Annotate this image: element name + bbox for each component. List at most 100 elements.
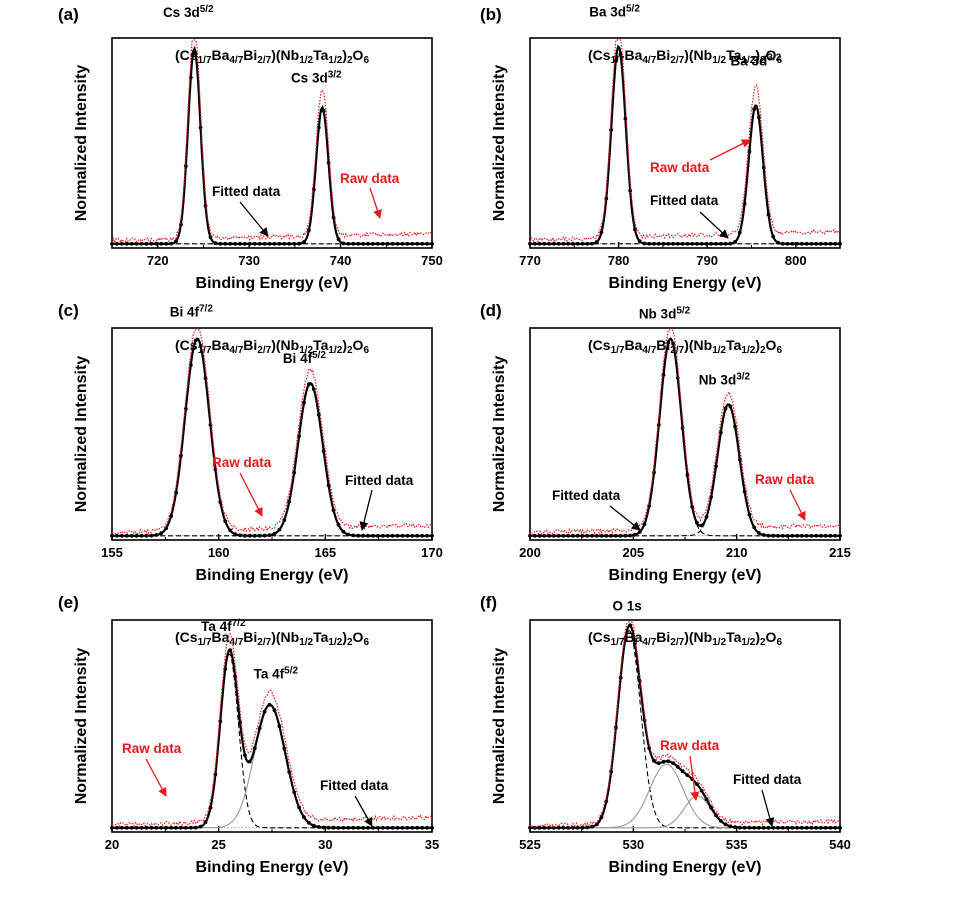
fitted-point — [833, 241, 838, 246]
fitted-point — [410, 825, 415, 830]
title-part: (Cs — [175, 629, 198, 645]
title-subscript: 6 — [776, 55, 782, 66]
fitted-point — [361, 825, 365, 830]
fitted-point — [302, 240, 306, 244]
raw-data-curve — [529, 621, 841, 829]
fitted-point — [371, 825, 375, 830]
peak-label-text: O 1s — [613, 599, 642, 614]
fitted-point — [752, 825, 757, 830]
fitted-point — [272, 531, 277, 536]
peak-label-text: Ta 4f — [201, 619, 232, 634]
y-axis-label: Normalized Intensity — [491, 648, 508, 805]
fitted-point — [737, 230, 742, 235]
fitted-point — [594, 533, 599, 538]
fitted-point — [252, 746, 257, 751]
fitted-data-annotation: Fitted data — [552, 488, 621, 503]
x-tick-label: 780 — [608, 253, 630, 268]
fitted-point — [134, 533, 139, 538]
fitted-point — [164, 241, 169, 246]
fitted-point — [795, 825, 799, 830]
fitted-point — [718, 430, 723, 435]
fitted-point — [430, 241, 434, 246]
fitted-point — [571, 825, 575, 830]
component-peak-1 — [530, 629, 840, 829]
fitted-data-annotation: Fitted data — [320, 778, 389, 793]
peak-label-superscript: 7/2 — [199, 303, 213, 314]
fitted-point — [628, 623, 633, 628]
x-axis-label: Binding Energy (eV) — [609, 859, 762, 876]
chart-panel-d: (d) 200 205 210 215 Binding Energy (eV) Normal… — [480, 301, 851, 584]
fitted-point — [709, 805, 714, 810]
fitted-point — [804, 241, 809, 246]
fitted-point — [375, 825, 380, 830]
panel-title: (Cs1/7Ba4/7Bi2/7)(Nb1/2Ta1/2)2O6 — [588, 47, 782, 66]
fitted-point — [247, 533, 252, 538]
component-peak-1 — [112, 338, 432, 537]
fitted-point — [761, 825, 766, 830]
title-subscript: 2/7 — [670, 637, 684, 648]
fitted-point — [134, 241, 139, 246]
axes-frame — [111, 327, 433, 541]
title-part: Ba — [211, 629, 229, 645]
peak-label: Cs 3d3/2 — [291, 69, 342, 86]
fitted-point — [371, 241, 375, 246]
fitted-point — [366, 825, 370, 830]
component-peak-2 — [112, 382, 432, 537]
fitted-point — [623, 533, 628, 538]
fitted-point — [110, 533, 114, 538]
title-subscript: 1/2 — [328, 345, 342, 356]
fitted-point — [790, 533, 795, 538]
fitted-point — [395, 241, 400, 246]
title-subscript: 1/2 — [299, 637, 313, 648]
fitted-point — [179, 825, 183, 830]
fitted-point — [799, 825, 804, 830]
fitted-point — [183, 164, 188, 169]
y-axis-label: Normalized Intensity — [73, 648, 90, 805]
fitted-point — [737, 825, 742, 830]
fitted-point — [331, 508, 336, 513]
peak-label-text: Ba 3d — [731, 53, 768, 68]
title-part: Bi — [243, 337, 257, 353]
fitted-point — [326, 160, 331, 165]
title-subscript: 1/2 — [712, 345, 726, 356]
y-axis-label: Normalized Intensity — [491, 65, 508, 222]
fitted-point — [405, 825, 410, 830]
fitted-point — [139, 533, 144, 538]
x-tick-label: 720 — [147, 253, 169, 268]
fitted-point — [287, 241, 292, 246]
fitted-point — [547, 533, 551, 538]
fitted-point — [425, 533, 429, 538]
fitted-point — [198, 343, 203, 348]
peak-label-text: Bi 4f — [170, 305, 200, 320]
fitted-point — [292, 470, 297, 475]
title-part: ) — [342, 629, 347, 645]
panel-label: (c) — [58, 301, 79, 320]
fitted-point — [282, 241, 287, 246]
title-part: Ta — [726, 47, 742, 63]
panel-label: (d) — [480, 301, 502, 320]
fitted-point — [346, 241, 351, 246]
fitted-point — [704, 515, 709, 519]
fitted-point — [776, 533, 780, 538]
fitted-point — [718, 241, 723, 246]
title-part: O — [766, 47, 777, 63]
fitted-point — [385, 533, 390, 538]
raw-data-curve — [111, 329, 433, 536]
title-subscript: 1/2 — [299, 55, 313, 66]
fitted-point — [685, 241, 690, 246]
peak-label-text: Bi 4f — [283, 351, 313, 366]
fitted-point — [718, 819, 723, 823]
raw-data-annotation: Raw data — [122, 741, 182, 756]
fitted-point — [642, 522, 647, 526]
fitted-point — [828, 533, 833, 538]
fitted-point — [599, 815, 604, 820]
fitted-point — [666, 340, 671, 345]
fitted-point — [277, 527, 282, 532]
fitted-point — [119, 241, 124, 246]
component-peak-2 — [530, 403, 840, 537]
fitted-point — [556, 825, 561, 830]
fitted-point — [282, 518, 287, 522]
fitted-point — [144, 533, 149, 538]
x-tick-label: 165 — [314, 545, 336, 560]
figure-caption-strip — [0, 905, 969, 923]
